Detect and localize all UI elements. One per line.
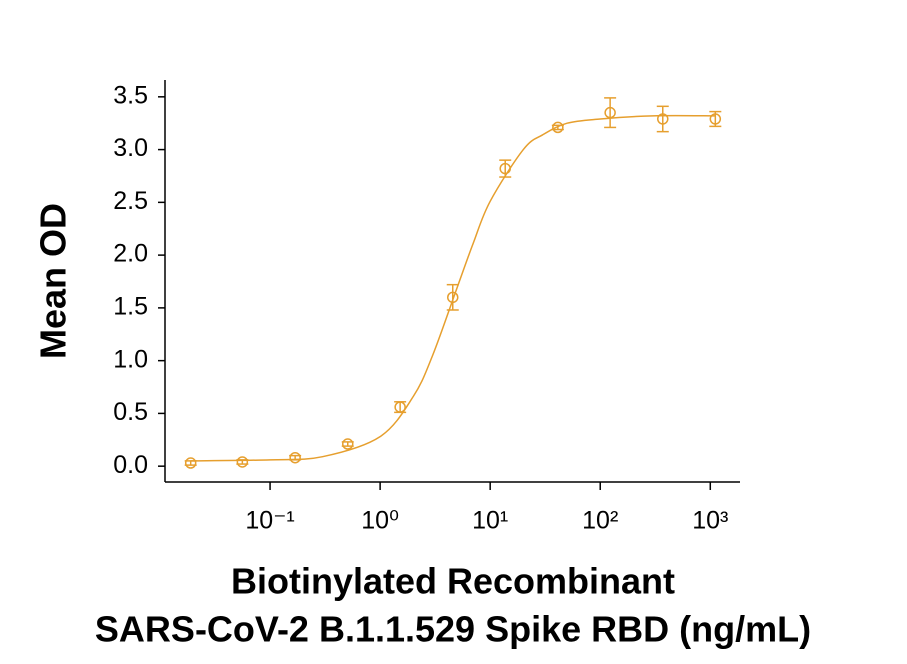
y-tick-label: 0.0 [113, 451, 148, 479]
data-point [552, 121, 564, 134]
x-axis-title: SARS-CoV-2 B.1.1.529 Spike RBD (ng/mL) [95, 609, 811, 650]
data-point [184, 457, 197, 469]
x-tick-label: 10⁰ [361, 507, 399, 535]
x-axis-title: Biotinylated Recombinant [231, 561, 675, 602]
y-tick-label: 2.5 [113, 187, 148, 215]
y-tick-label: 3.5 [113, 81, 148, 109]
x-tick-label: 10¹ [472, 507, 508, 535]
data-point [709, 113, 722, 125]
y-axis-title: Mean OD [33, 203, 74, 359]
y-tick-label: 1.5 [113, 292, 148, 320]
fit-curve [190, 114, 716, 462]
x-tick-label: 10³ [692, 507, 728, 535]
data-point [236, 456, 249, 468]
y-tick-label: 0.5 [113, 398, 148, 426]
y-tick-label: 2.0 [113, 240, 148, 268]
x-tick-label: 10⁻¹ [245, 507, 294, 535]
data-point [446, 291, 459, 304]
x-tick-label: 10² [582, 507, 618, 535]
y-tick-label: 3.0 [113, 134, 148, 162]
data-point [342, 438, 354, 450]
data-point [394, 401, 406, 413]
data-point [289, 451, 301, 464]
data-point [657, 113, 669, 125]
y-tick-label: 1.0 [113, 345, 148, 373]
